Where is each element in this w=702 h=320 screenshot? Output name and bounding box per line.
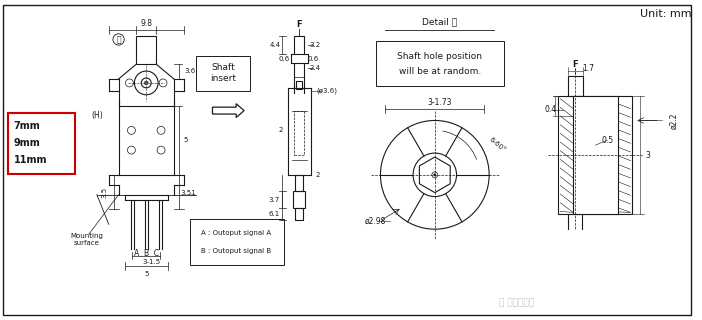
Text: 6.1: 6.1 — [268, 211, 279, 217]
Text: Ⓔ: Ⓔ — [117, 35, 121, 44]
Text: 7mm: 7mm — [14, 121, 41, 132]
Text: 3: 3 — [646, 150, 651, 160]
Text: 9mm: 9mm — [14, 138, 41, 148]
Text: 0.4: 0.4 — [544, 105, 557, 114]
Text: A : Outoput signal A: A : Outoput signal A — [201, 230, 271, 236]
Bar — [573, 96, 618, 214]
Text: 5: 5 — [144, 271, 148, 277]
Text: ø2.2: ø2.2 — [670, 112, 678, 129]
Text: 9.8: 9.8 — [140, 19, 152, 28]
Text: 3-1.73: 3-1.73 — [428, 98, 452, 107]
Text: 0.5: 0.5 — [602, 136, 614, 145]
Text: 6-60°: 6-60° — [488, 137, 506, 154]
Text: 0.6: 0.6 — [307, 56, 319, 62]
Text: (ø3.6): (ø3.6) — [317, 88, 338, 94]
Bar — [8, 113, 75, 174]
Bar — [296, 81, 303, 89]
Text: Shaft hole position: Shaft hole position — [397, 52, 482, 61]
Bar — [294, 36, 305, 54]
Bar — [573, 96, 618, 214]
Text: 3.2: 3.2 — [310, 42, 321, 48]
Text: (H): (H) — [91, 111, 102, 120]
Bar — [294, 111, 305, 155]
Bar — [196, 56, 250, 91]
Text: 2.4: 2.4 — [310, 65, 321, 71]
Bar — [376, 41, 504, 86]
Text: B : Outoput signal B: B : Outoput signal B — [201, 248, 271, 254]
Circle shape — [433, 173, 436, 176]
Text: 3.6: 3.6 — [184, 68, 195, 74]
Text: will be at random.: will be at random. — [399, 67, 481, 76]
Text: F: F — [297, 20, 303, 29]
Text: ø2.98: ø2.98 — [365, 217, 386, 226]
Bar — [296, 208, 303, 220]
Bar — [190, 219, 284, 265]
Text: 3.5: 3.5 — [102, 187, 107, 198]
Text: 2: 2 — [279, 127, 283, 133]
Text: 0.6: 0.6 — [279, 56, 290, 62]
Text: 1.7: 1.7 — [582, 64, 594, 73]
Bar — [293, 191, 305, 208]
Text: 3-1.5: 3-1.5 — [142, 259, 160, 265]
Text: 3.5: 3.5 — [180, 190, 192, 196]
Text: A  B  C: A B C — [133, 249, 159, 258]
Polygon shape — [213, 104, 244, 117]
Bar — [568, 76, 583, 96]
Text: 2: 2 — [316, 172, 320, 178]
Text: 4.4: 4.4 — [270, 42, 280, 48]
Text: .1: .1 — [190, 190, 196, 196]
Bar — [296, 175, 303, 191]
Text: Unit: mm: Unit: mm — [640, 9, 692, 19]
Text: 11mm: 11mm — [14, 155, 47, 165]
Text: Detail Ⓔ: Detail Ⓔ — [422, 17, 457, 26]
Bar — [294, 63, 305, 88]
Text: 5: 5 — [184, 137, 188, 143]
Bar — [136, 36, 156, 64]
Text: 3.7: 3.7 — [268, 196, 279, 203]
Text: Mounting
surface: Mounting surface — [70, 233, 103, 245]
Text: 値 什么値得买: 値 什么値得买 — [499, 299, 534, 308]
Bar — [558, 96, 633, 214]
Text: F: F — [572, 60, 578, 69]
Circle shape — [145, 81, 148, 85]
Text: Shaft
insert: Shaft insert — [210, 63, 236, 83]
